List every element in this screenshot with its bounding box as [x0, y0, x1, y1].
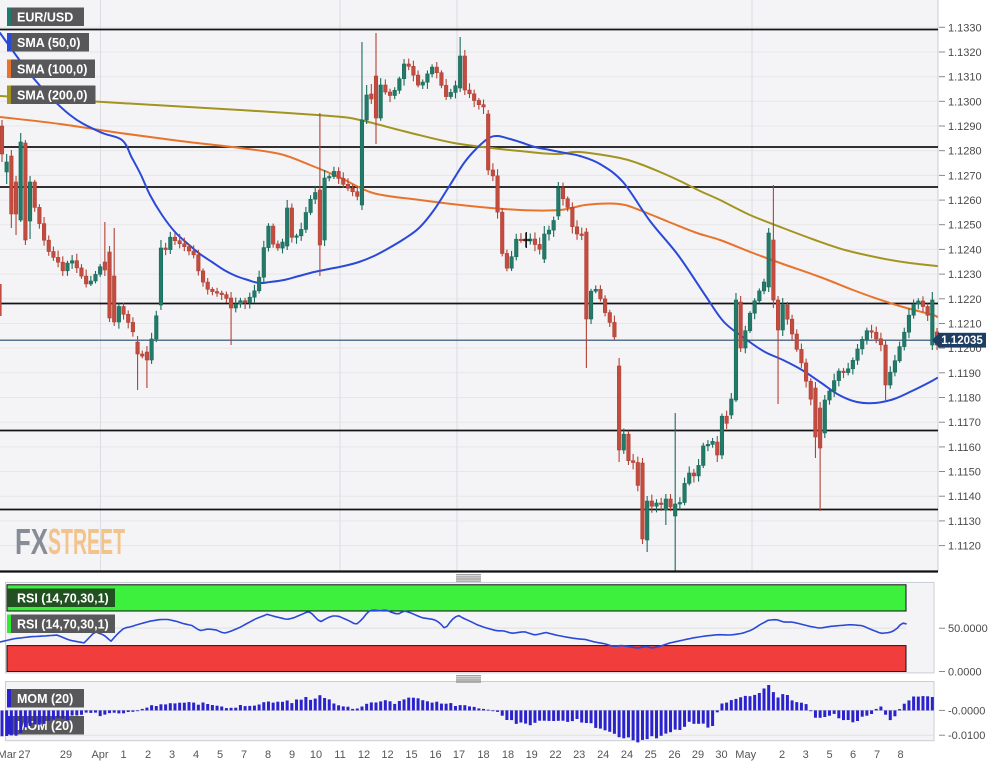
svg-text:29: 29: [692, 749, 704, 761]
svg-text:18: 18: [502, 749, 514, 761]
svg-text:1.12035: 1.12035: [941, 335, 983, 347]
svg-text:1.1130: 1.1130: [948, 516, 981, 528]
svg-text:24: 24: [621, 749, 633, 761]
svg-text:1.1140: 1.1140: [948, 491, 981, 503]
svg-text:1.1150: 1.1150: [948, 467, 981, 479]
svg-text:-0.0100: -0.0100: [948, 730, 985, 742]
svg-text:FX: FX: [15, 521, 48, 562]
svg-text:8: 8: [897, 749, 903, 761]
svg-text:25: 25: [645, 749, 657, 761]
svg-text:16: 16: [429, 749, 441, 761]
svg-text:2: 2: [145, 749, 151, 761]
svg-text:1.1270: 1.1270: [948, 170, 982, 182]
svg-text:-0.0000: -0.0000: [948, 705, 985, 717]
svg-text:9: 9: [289, 749, 295, 761]
svg-text:50.0000: 50.0000: [948, 623, 988, 635]
svg-text:1.1320: 1.1320: [948, 47, 982, 59]
svg-text:1: 1: [120, 749, 126, 761]
svg-text:1.1120: 1.1120: [948, 541, 981, 553]
svg-text:1.1250: 1.1250: [948, 220, 982, 232]
svg-text:0.0000: 0.0000: [948, 667, 982, 679]
svg-text:23: 23: [573, 749, 585, 761]
svg-text:EUR/USD: EUR/USD: [17, 10, 73, 24]
svg-text:10: 10: [310, 749, 322, 761]
svg-text:1.1170: 1.1170: [948, 417, 981, 429]
svg-text:29: 29: [60, 749, 72, 761]
svg-text:11: 11: [334, 749, 345, 761]
svg-text:1.1280: 1.1280: [948, 146, 982, 158]
svg-text:Apr: Apr: [91, 749, 108, 761]
svg-text:8: 8: [265, 749, 271, 761]
svg-text:1.1230: 1.1230: [948, 269, 982, 281]
svg-text:3: 3: [169, 749, 175, 761]
svg-text:7: 7: [874, 749, 880, 761]
svg-text:5: 5: [826, 749, 832, 761]
svg-text:1.1300: 1.1300: [948, 96, 982, 108]
svg-text:1.1290: 1.1290: [948, 121, 982, 133]
svg-text:17: 17: [453, 749, 465, 761]
svg-text:1.1160: 1.1160: [948, 442, 981, 454]
svg-text:18: 18: [477, 749, 489, 761]
svg-text:1.1210: 1.1210: [948, 319, 982, 331]
svg-text:May: May: [735, 749, 756, 761]
svg-text:SMA (200,0): SMA (200,0): [17, 88, 87, 102]
svg-text:5: 5: [217, 749, 223, 761]
svg-text:Mar: Mar: [0, 749, 17, 761]
svg-text:SMA (50,0): SMA (50,0): [17, 36, 80, 50]
svg-text:12: 12: [381, 749, 393, 761]
svg-text:15: 15: [405, 749, 417, 761]
svg-text:1.1220: 1.1220: [948, 294, 982, 306]
svg-text:RSI (14,70,30,1): RSI (14,70,30,1): [17, 591, 109, 605]
svg-text:2: 2: [779, 749, 785, 761]
svg-text:6: 6: [850, 749, 856, 761]
svg-text:4: 4: [193, 749, 199, 761]
svg-text:30: 30: [715, 749, 727, 761]
svg-text:1.1260: 1.1260: [948, 195, 982, 207]
svg-text:1.1180: 1.1180: [948, 393, 981, 405]
svg-text:MOM (20): MOM (20): [17, 692, 73, 706]
svg-text:27: 27: [18, 749, 30, 761]
svg-text:1.1310: 1.1310: [948, 72, 982, 84]
svg-text:RSI (14,70,30,1): RSI (14,70,30,1): [17, 617, 109, 631]
svg-text:22: 22: [549, 749, 561, 761]
svg-text:SMA (100,0): SMA (100,0): [17, 62, 87, 76]
svg-text:7: 7: [241, 749, 247, 761]
svg-text:12: 12: [358, 749, 370, 761]
svg-text:24: 24: [597, 749, 609, 761]
svg-text:1.1190: 1.1190: [948, 368, 981, 380]
svg-text:26: 26: [668, 749, 680, 761]
svg-text:STREET: STREET: [48, 521, 125, 562]
svg-text:19: 19: [526, 749, 538, 761]
svg-text:1.1240: 1.1240: [948, 244, 982, 256]
svg-text:1.1330: 1.1330: [948, 22, 982, 34]
svg-text:3: 3: [803, 749, 809, 761]
